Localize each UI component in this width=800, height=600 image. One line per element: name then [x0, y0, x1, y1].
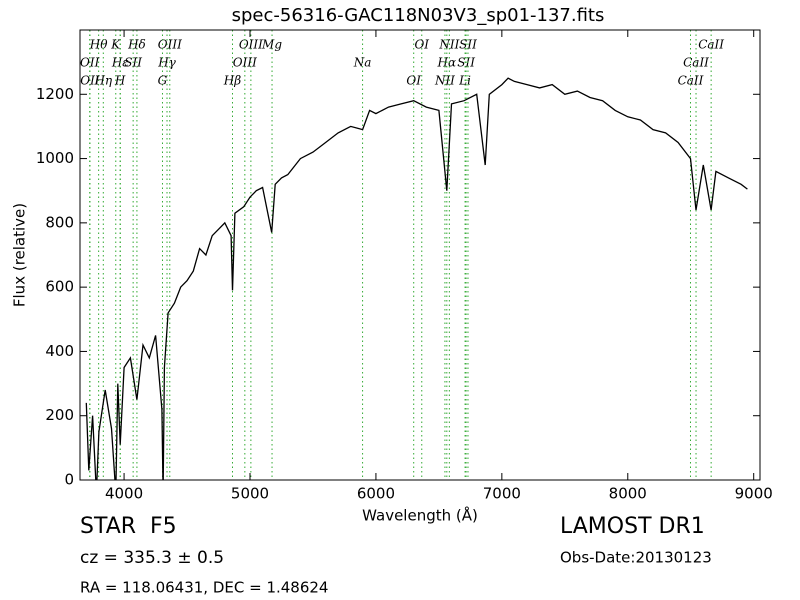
- coordinates: RA = 118.06431, DEC = 1.48624: [80, 579, 328, 597]
- y-tick-label: 0: [64, 471, 74, 489]
- spectral-line-label: OIII: [158, 38, 182, 52]
- y-tick-label: 600: [45, 278, 74, 296]
- y-tick-label: 1200: [36, 85, 74, 103]
- survey: LAMOST DR1: [560, 514, 705, 539]
- spectral-line-label: CaII: [678, 74, 704, 88]
- spectral-line-label: Na: [353, 56, 372, 70]
- spectral-line-label: CaII: [698, 38, 724, 52]
- spectral-line-label: Hα: [437, 56, 457, 70]
- x-tick-label: 5000: [231, 485, 269, 503]
- y-tick-label: 200: [45, 406, 74, 424]
- y-tick-label: 400: [45, 342, 74, 360]
- spectral-line-label: G: [158, 74, 168, 88]
- x-tick-label: 9000: [735, 485, 773, 503]
- spectral-line-label: OI: [406, 74, 421, 88]
- x-axis-label: Wavelength (Å): [362, 506, 478, 525]
- chart-title: spec-56316-GAC118N03V3_sp01-137.fits: [232, 5, 605, 26]
- x-tick-label: 6000: [357, 485, 395, 503]
- spectral-line-label: SII: [124, 56, 142, 70]
- spectral-line-label: Hβ: [223, 74, 241, 88]
- subclass: F5: [150, 514, 177, 539]
- spectral-line-label: H: [114, 74, 126, 88]
- spectral-line-label: OIII: [239, 38, 263, 52]
- spectrum: [85, 77, 748, 480]
- y-tick-label: 1000: [36, 149, 74, 167]
- redshift: cz = 335.3 ± 0.5: [80, 548, 224, 568]
- spectral-line-label: Hθ: [89, 38, 108, 52]
- spectral-line-label: SII: [457, 56, 475, 70]
- spectral-line-label: NII: [434, 74, 455, 88]
- spectral-line-label: OIII: [233, 56, 257, 70]
- plot-frame: [79, 29, 761, 481]
- spectral-line-label: SII: [459, 38, 477, 52]
- x-tick-label: 4000: [105, 485, 143, 503]
- spectral-line-label: K: [110, 38, 121, 52]
- obs-date: Obs-Date:20130123: [560, 549, 712, 567]
- spectral-line-label: CaII: [683, 56, 709, 70]
- spectral-line-label: Hδ: [127, 38, 146, 52]
- x-tick-label: 7000: [483, 485, 521, 503]
- spectral-line-label: Mg: [261, 38, 282, 52]
- spectral-line-label: Hη: [93, 74, 112, 88]
- y-axis-label: Flux (relative): [11, 203, 29, 307]
- spectral-line-label: OI: [414, 38, 429, 52]
- x-tick-label: 8000: [609, 485, 647, 503]
- class: STAR: [80, 514, 136, 539]
- spectral-line-label: Li: [458, 74, 471, 88]
- spectral-line-label: OII: [80, 74, 100, 88]
- spectral-line-label: Hγ: [157, 56, 176, 70]
- y-tick-label: 800: [45, 213, 74, 231]
- spectral-line-label: NII: [438, 38, 459, 52]
